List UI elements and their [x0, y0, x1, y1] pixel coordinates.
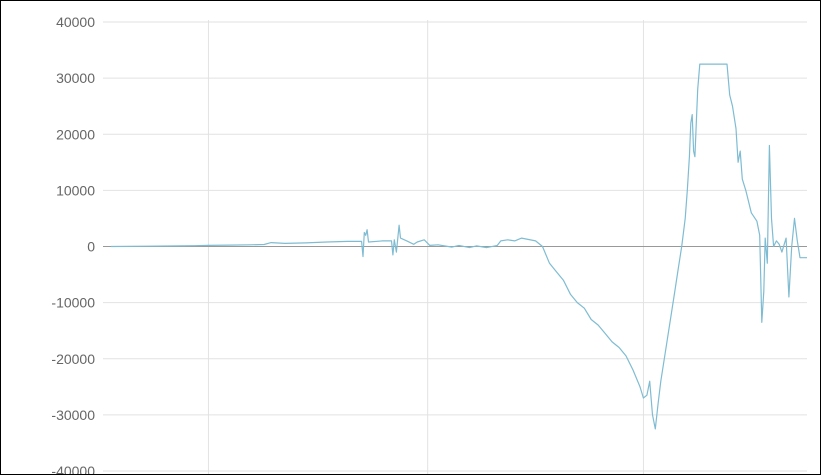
- y-tick-label: 0: [87, 239, 95, 255]
- y-tick-label: -20000: [51, 351, 95, 367]
- y-tick-label: 30000: [56, 70, 95, 86]
- y-tick-label: 40000: [56, 14, 95, 30]
- y-tick-label: -40000: [51, 463, 95, 474]
- y-tick-label: -10000: [51, 295, 95, 311]
- y-tick-label: 10000: [56, 182, 95, 198]
- y-tick-label: 20000: [56, 126, 95, 142]
- y-tick-label: -30000: [51, 407, 95, 423]
- series-line-0: [110, 63, 807, 430]
